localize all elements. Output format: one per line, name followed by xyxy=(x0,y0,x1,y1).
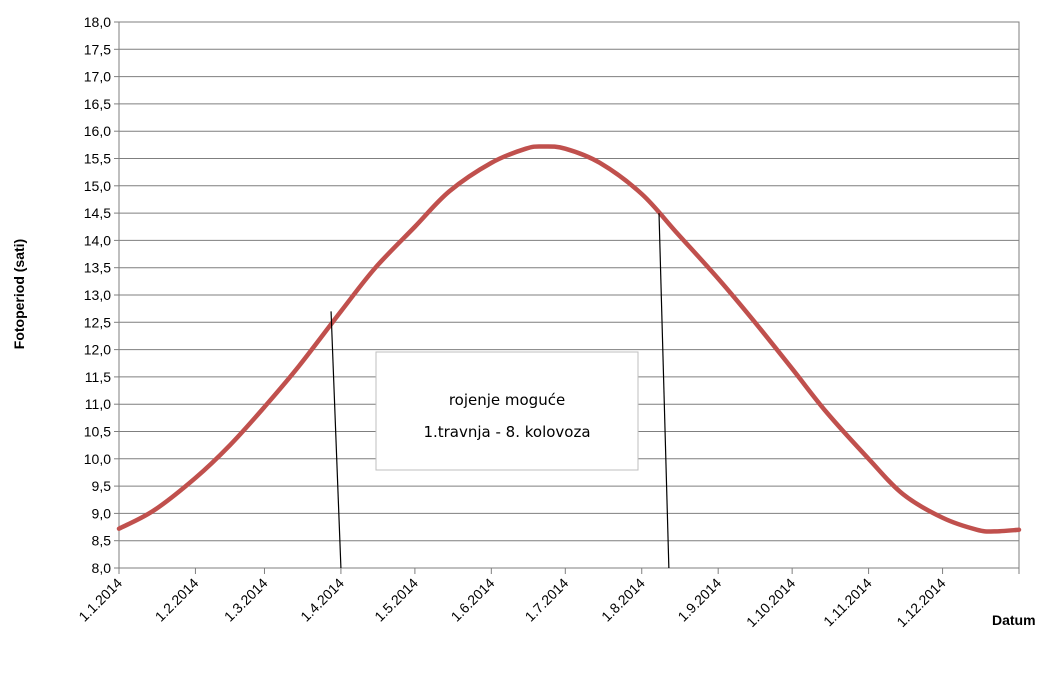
y-tick-label: 16,0 xyxy=(84,123,111,139)
x-tick-label: 1.1.2014 xyxy=(75,575,125,625)
x-tick-label: 1.12.2014 xyxy=(893,575,949,631)
x-tick-label: 1.6.2014 xyxy=(448,575,498,625)
x-tick-label: 1.4.2014 xyxy=(297,575,347,625)
y-tick-label: 14,5 xyxy=(84,205,111,221)
x-axis-title: Datum xyxy=(992,612,1036,628)
y-tick-label: 15,0 xyxy=(84,178,111,194)
y-axis-title: Fotoperiod (sati) xyxy=(11,239,27,349)
y-tick-label: 11,5 xyxy=(85,369,111,385)
y-tick-label: 17,5 xyxy=(84,41,111,57)
grid-lines xyxy=(119,21,1019,569)
annotation-line-start xyxy=(330,311,342,569)
y-axis-ticks: 8,0 8,5 9,0 9,5 10,0 10,5 11,0 11,5 12,0 12,5 13,0… xyxy=(84,14,119,576)
series-line-photoperiod xyxy=(116,144,1022,534)
y-tick-label: 12,0 xyxy=(84,342,111,358)
x-tick-label: 1.2.2014 xyxy=(152,575,202,625)
x-tick-label: 1.11.2014 xyxy=(820,575,875,630)
y-tick-label: 9,0 xyxy=(92,505,112,521)
x-tick-label: 1.5.2014 xyxy=(371,575,421,625)
annotation-line-1: rojenje moguće xyxy=(449,391,565,409)
y-tick-label: 17,0 xyxy=(84,69,111,85)
annotation-box-frame xyxy=(375,351,639,471)
y-tick-label: 15,5 xyxy=(84,151,111,167)
y-tick-label: 14,0 xyxy=(84,232,111,248)
x-axis-ticks: 1.1.2014 1.2.2014 1.3.2014 1.4.2014 1.5.2014… xyxy=(75,568,1020,631)
y-tick-label: 8,0 xyxy=(92,560,112,576)
y-tick-label: 10,0 xyxy=(84,451,111,467)
y-tick-label: 16,5 xyxy=(84,96,111,112)
y-tick-label: 12,5 xyxy=(84,314,111,330)
y-tick-label: 8,5 xyxy=(92,533,112,549)
x-tick-label: 1.3.2014 xyxy=(221,575,271,625)
x-tick-label: 1.8.2014 xyxy=(598,575,648,625)
annotation-lines xyxy=(330,213,670,569)
y-tick-label: 18,0 xyxy=(84,14,111,30)
y-tick-label: 13,5 xyxy=(84,260,111,276)
y-tick-label: 10,5 xyxy=(84,424,111,440)
x-tick-label: 1.7.2014 xyxy=(522,575,572,625)
y-tick-label: 9,5 xyxy=(92,478,112,494)
annotation-line-end xyxy=(658,213,670,569)
annotation-line-2: 1.travnja - 8. kolovoza xyxy=(423,423,590,441)
annotation-box: rojenje moguće 1.travnja - 8. kolovoza xyxy=(375,351,639,471)
x-tick-label: 1.10.2014 xyxy=(743,575,799,631)
y-tick-label: 13,0 xyxy=(84,287,111,303)
y-tick-label: 11,0 xyxy=(85,396,111,412)
series-layer xyxy=(116,144,1022,534)
x-tick-label: 1.9.2014 xyxy=(674,575,724,625)
